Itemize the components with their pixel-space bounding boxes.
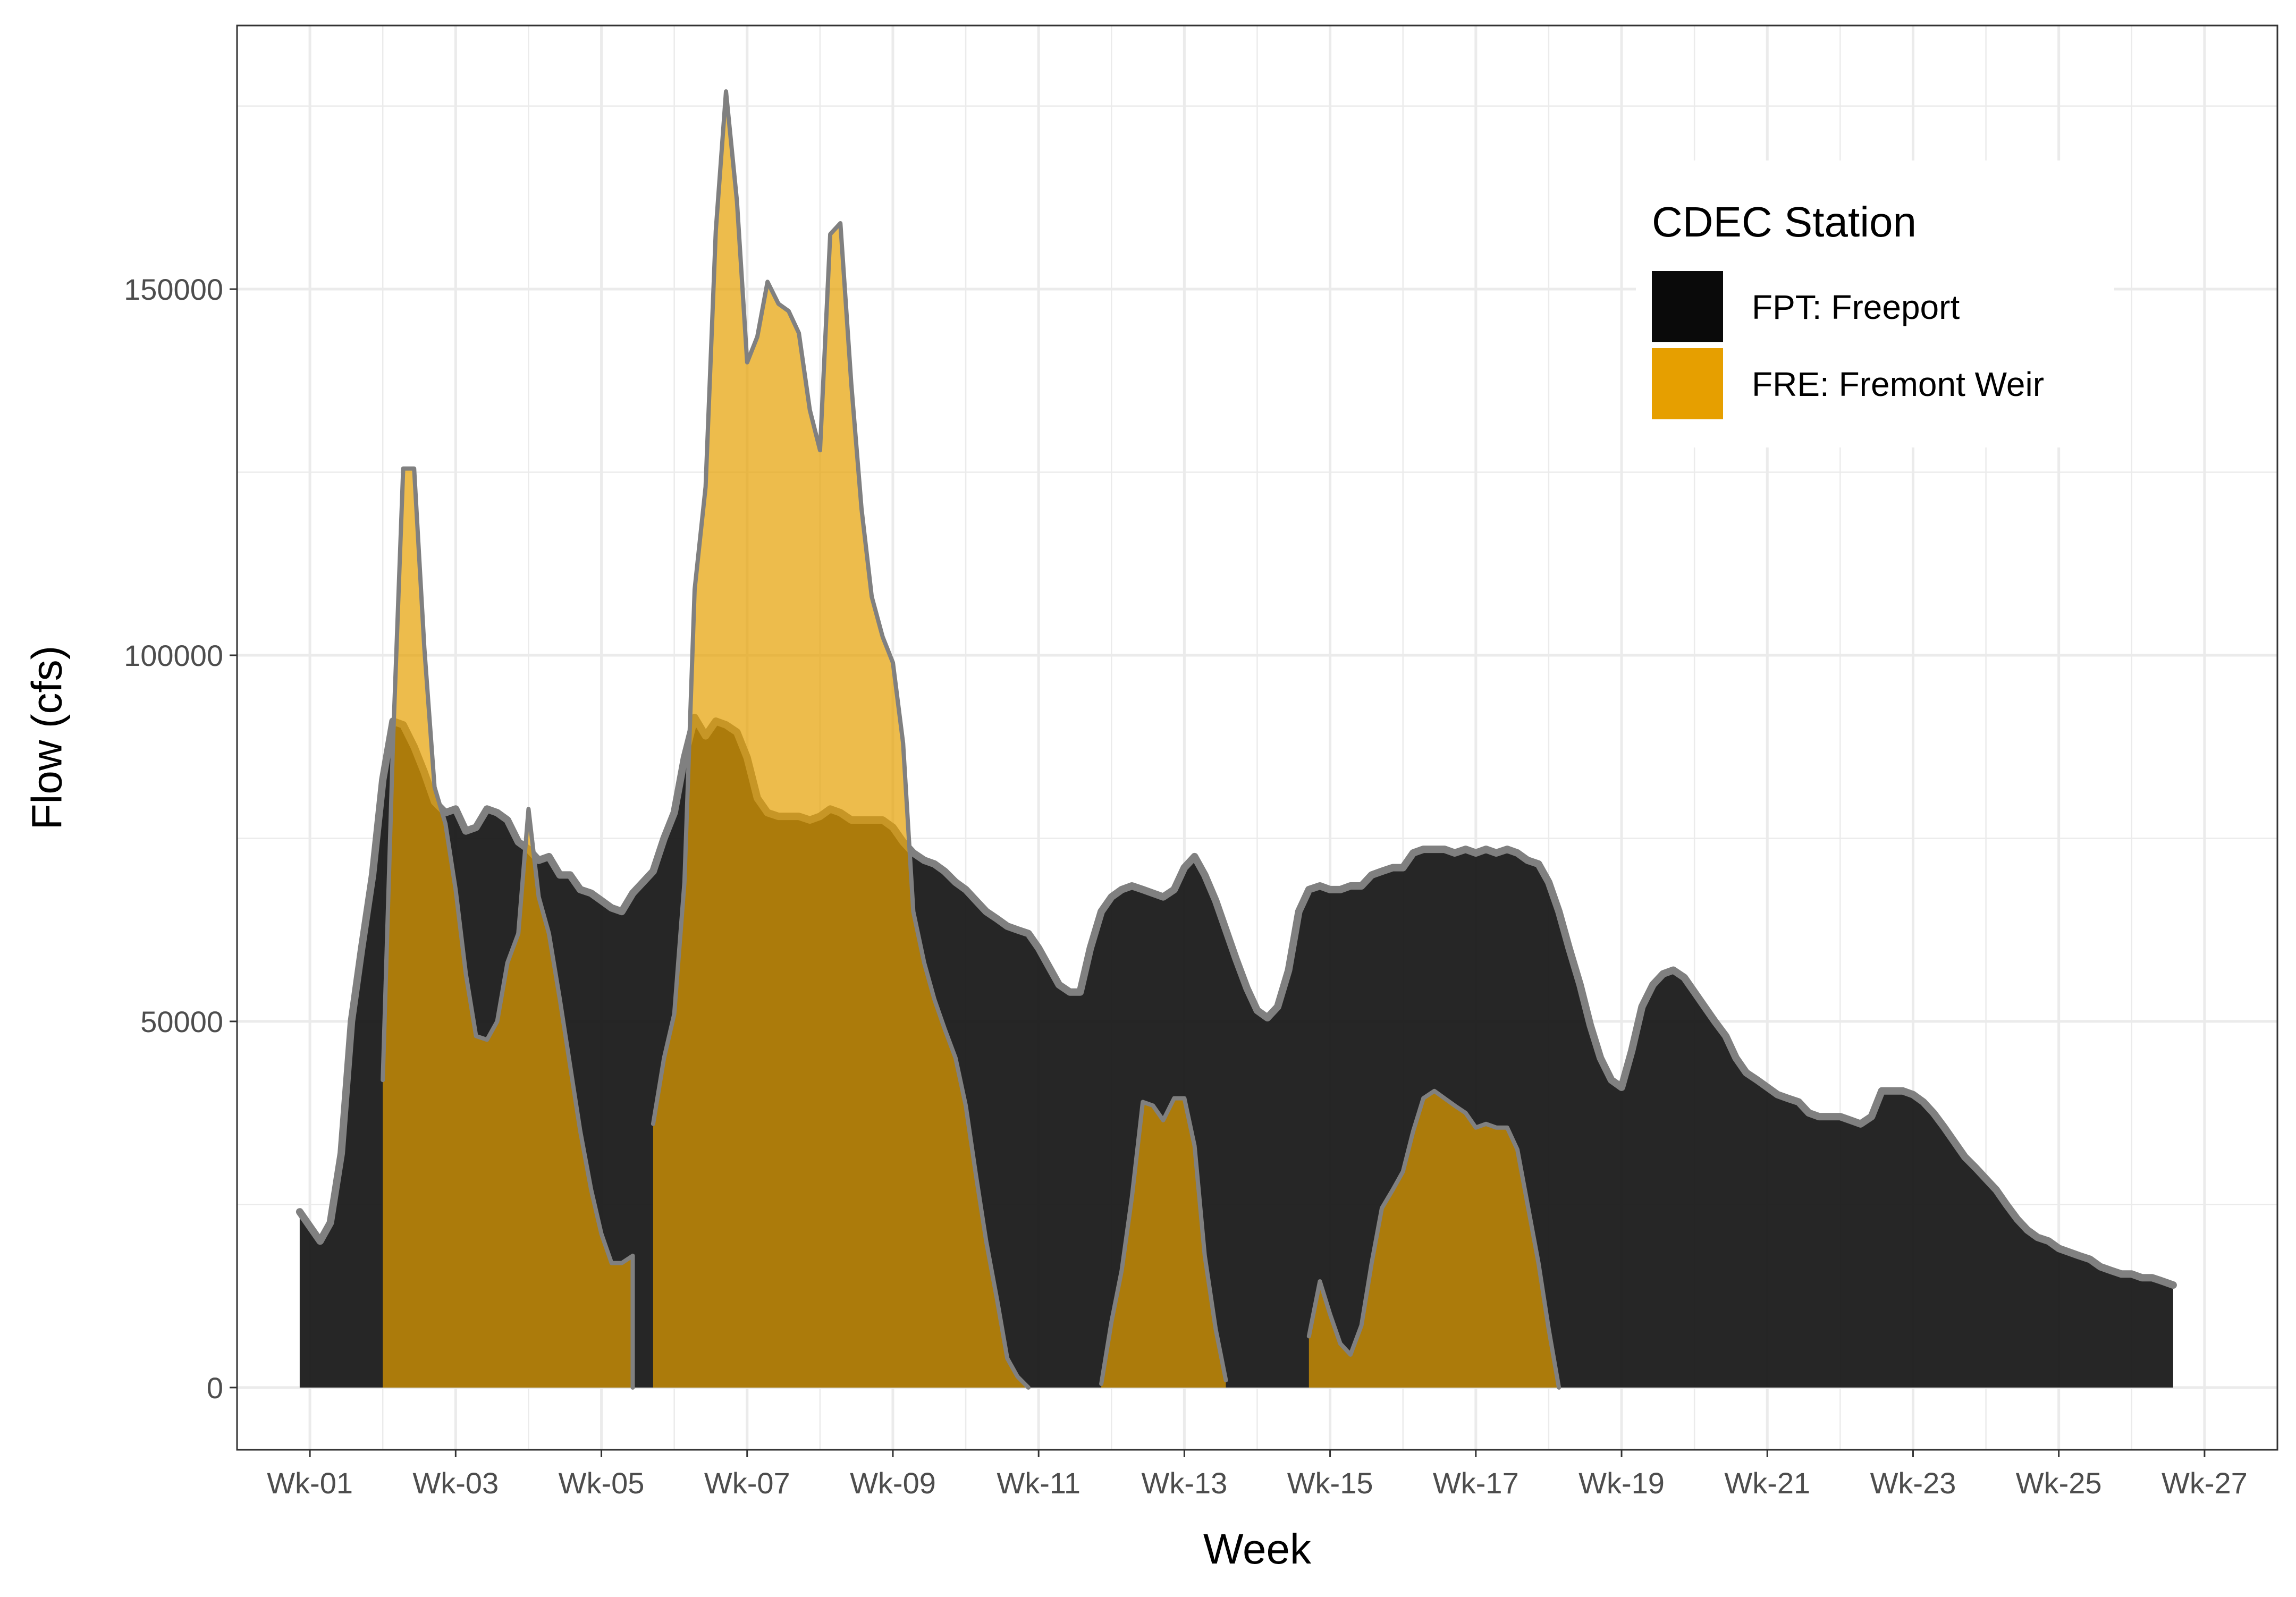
x-tick-label: Wk-11 bbox=[997, 1466, 1081, 1500]
x-tick-label: Wk-07 bbox=[704, 1466, 790, 1500]
legend-swatch-fremont-weir bbox=[1652, 348, 1723, 419]
outline-fremont-weir bbox=[381, 466, 635, 1390]
x-tick-label: Wk-03 bbox=[412, 1466, 499, 1500]
axes: Wk-01 Wk-03 Wk-05 Wk-07 Wk-09 Wk-11 Wk-13 Wk-15… bbox=[124, 273, 2248, 1500]
x-tick-label: Wk-15 bbox=[1287, 1466, 1373, 1500]
x-axis-title: Week bbox=[1203, 1525, 1312, 1573]
x-tick-label: Wk-23 bbox=[1870, 1466, 1956, 1500]
legend-label-freeport: FPT: Freeport bbox=[1752, 288, 1960, 326]
plot-panel-border bbox=[236, 24, 2278, 1451]
outline-fremont-weir bbox=[651, 89, 1031, 1390]
outline-freeport bbox=[296, 714, 2177, 1289]
x-tick-label: Wk-05 bbox=[559, 1466, 645, 1500]
legend-label-fremont-weir: FRE: Fremont Weir bbox=[1752, 365, 2044, 403]
x-tick-label: Wk-01 bbox=[267, 1466, 353, 1500]
legend-swatch-freeport bbox=[1652, 271, 1723, 342]
x-tick-label: Wk-27 bbox=[2162, 1466, 2248, 1500]
series-areas bbox=[296, 89, 2177, 1390]
area-fremont-weir bbox=[383, 468, 633, 1388]
legend: CDEC Station FPT: Freeport FRE: Fremont … bbox=[1636, 160, 2114, 447]
x-tick-label: Wk-25 bbox=[2016, 1466, 2102, 1500]
x-tick-label: Wk-13 bbox=[1141, 1466, 1227, 1500]
x-tick-label: Wk-21 bbox=[1724, 1466, 1810, 1500]
x-tick-label: Wk-19 bbox=[1578, 1466, 1665, 1500]
y-tick-label: 100000 bbox=[124, 639, 223, 672]
y-tick-label: 0 bbox=[207, 1371, 223, 1405]
y-tick-label: 150000 bbox=[124, 273, 223, 306]
y-tick-label: 50000 bbox=[140, 1005, 223, 1038]
outline-fremont-weir bbox=[1099, 1096, 1228, 1386]
y-axis-title: Flow (cfs) bbox=[23, 646, 71, 830]
area-fremont-weir bbox=[653, 91, 1028, 1388]
outline-fremont-weir bbox=[1306, 1088, 1561, 1390]
area-fremont-weir bbox=[1309, 1091, 1559, 1388]
legend-title: CDEC Station bbox=[1652, 198, 1917, 246]
x-tick-label: Wk-09 bbox=[850, 1466, 936, 1500]
x-tick-label: Wk-17 bbox=[1433, 1466, 1519, 1500]
